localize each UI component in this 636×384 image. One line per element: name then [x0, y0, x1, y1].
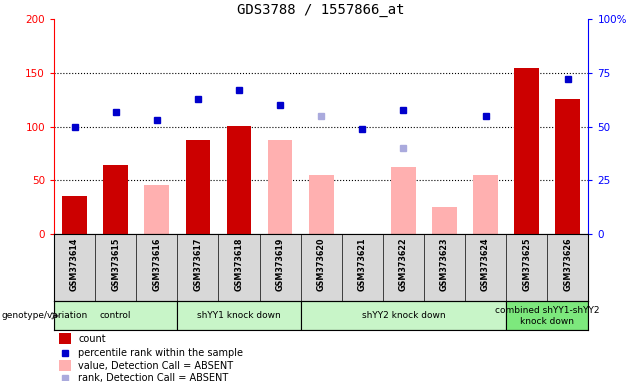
- Text: count: count: [78, 334, 106, 344]
- Text: value, Detection Call = ABSENT: value, Detection Call = ABSENT: [78, 361, 233, 371]
- Text: GSM373614: GSM373614: [70, 238, 79, 291]
- Bar: [177, 301, 301, 330]
- Bar: [104, 166, 128, 234]
- Bar: [432, 207, 457, 234]
- Bar: [473, 175, 498, 234]
- Text: GSM373615: GSM373615: [111, 238, 120, 291]
- Bar: [186, 140, 211, 234]
- Bar: [555, 99, 580, 234]
- Text: GSM373623: GSM373623: [440, 238, 449, 291]
- Bar: [301, 301, 506, 330]
- Text: GSM373620: GSM373620: [317, 238, 326, 291]
- Text: combined shYY1-shYY2
knock down: combined shYY1-shYY2 knock down: [495, 306, 600, 326]
- Text: shYY1 knock down: shYY1 knock down: [197, 311, 281, 320]
- Bar: [54, 301, 177, 330]
- Text: rank, Detection Call = ABSENT: rank, Detection Call = ABSENT: [78, 372, 228, 383]
- Title: GDS3788 / 1557866_at: GDS3788 / 1557866_at: [237, 3, 405, 17]
- Text: percentile rank within the sample: percentile rank within the sample: [78, 348, 243, 358]
- Bar: [144, 185, 169, 234]
- Bar: [506, 301, 588, 330]
- Text: GSM373621: GSM373621: [358, 238, 367, 291]
- Bar: [226, 126, 251, 234]
- Text: GSM373617: GSM373617: [193, 238, 202, 291]
- Text: GSM373625: GSM373625: [522, 238, 531, 291]
- Text: shYY2 knock down: shYY2 knock down: [361, 311, 445, 320]
- Bar: [268, 140, 293, 234]
- Bar: [515, 68, 539, 234]
- Text: genotype/variation: genotype/variation: [1, 311, 88, 320]
- Bar: [62, 195, 87, 234]
- Text: control: control: [100, 311, 132, 320]
- Text: GSM373622: GSM373622: [399, 238, 408, 291]
- Bar: [59, 360, 71, 371]
- Bar: [309, 175, 333, 234]
- Text: GSM373618: GSM373618: [235, 238, 244, 291]
- Bar: [391, 167, 416, 234]
- Text: GSM373619: GSM373619: [275, 238, 284, 291]
- Text: GSM373624: GSM373624: [481, 238, 490, 291]
- Bar: [59, 333, 71, 344]
- Text: GSM373616: GSM373616: [152, 238, 162, 291]
- Text: GSM373626: GSM373626: [563, 238, 572, 291]
